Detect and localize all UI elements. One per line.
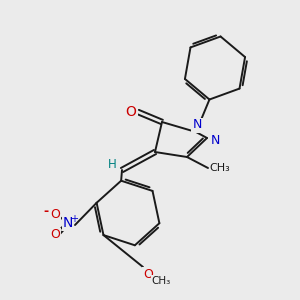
Text: N: N (192, 118, 202, 131)
Text: O: O (143, 268, 153, 281)
Text: H: H (108, 158, 116, 172)
Text: O: O (50, 208, 60, 221)
Text: -: - (44, 205, 49, 218)
Text: N: N (210, 134, 220, 146)
Text: O: O (126, 105, 136, 119)
Text: +: + (70, 214, 78, 224)
Text: CH₃: CH₃ (152, 276, 171, 286)
Text: O: O (50, 229, 60, 242)
Text: N: N (63, 216, 73, 230)
Text: CH₃: CH₃ (210, 163, 230, 173)
